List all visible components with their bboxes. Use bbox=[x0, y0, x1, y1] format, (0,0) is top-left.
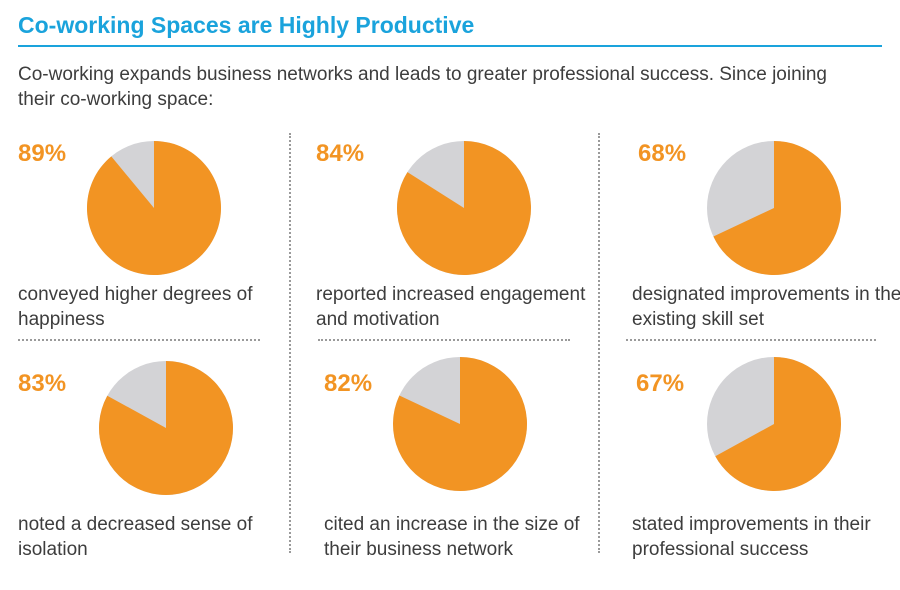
stat-caption: conveyed higher degrees of happiness bbox=[18, 284, 253, 330]
stat-percent: 89% bbox=[18, 140, 67, 167]
pie-value-slice bbox=[713, 141, 842, 275]
pie-value-slice bbox=[715, 357, 842, 491]
stat-panel: 84% reported increased engagement and mo… bbox=[316, 140, 606, 360]
page-subtitle: Co-working expands business networks and… bbox=[18, 64, 827, 110]
stat-caption: noted a decreased sense of isolation bbox=[18, 514, 253, 560]
stat-percent: 83% bbox=[18, 370, 67, 397]
stat-panel: 68% designated improvements in their exi… bbox=[626, 140, 900, 360]
stat-caption: reported increased engagement and motiva… bbox=[316, 284, 586, 330]
stat-caption: designated improvements in their existin… bbox=[632, 284, 900, 330]
stat-pie bbox=[99, 361, 234, 495]
pie-value-slice bbox=[87, 141, 222, 275]
stat-panel: 89% conveyed higher degrees of happiness bbox=[18, 140, 308, 360]
pie-value-slice bbox=[393, 357, 528, 491]
stat-pie bbox=[707, 141, 842, 275]
stat-pie bbox=[707, 357, 842, 491]
stat-percent: 82% bbox=[324, 370, 373, 397]
stat-panel: 82% cited an increase in the size of the… bbox=[324, 357, 614, 590]
row-divider-left bbox=[18, 339, 260, 341]
stat-percent: 67% bbox=[636, 370, 685, 397]
page-title: Co-working Spaces are Highly Productive bbox=[18, 12, 475, 38]
column-divider-left bbox=[289, 133, 291, 553]
row-divider-middle bbox=[318, 339, 570, 341]
stat-pie bbox=[87, 141, 222, 275]
stat-caption: stated improvements in their professiona… bbox=[632, 514, 871, 560]
stat-panel: 67% stated improvements in their profess… bbox=[632, 357, 900, 590]
stat-pie bbox=[393, 357, 528, 491]
row-divider-right bbox=[626, 339, 876, 341]
title-underline bbox=[18, 45, 882, 47]
stat-percent: 68% bbox=[638, 140, 687, 167]
stat-percent: 84% bbox=[316, 140, 365, 167]
stat-caption: cited an increase in the size of their b… bbox=[324, 514, 580, 560]
stat-panel: 83% noted a decreased sense of isolation bbox=[18, 361, 308, 590]
pie-value-slice bbox=[99, 361, 234, 495]
pie-value-slice bbox=[397, 141, 532, 275]
stat-pie bbox=[397, 141, 532, 275]
column-divider-right bbox=[598, 133, 600, 553]
